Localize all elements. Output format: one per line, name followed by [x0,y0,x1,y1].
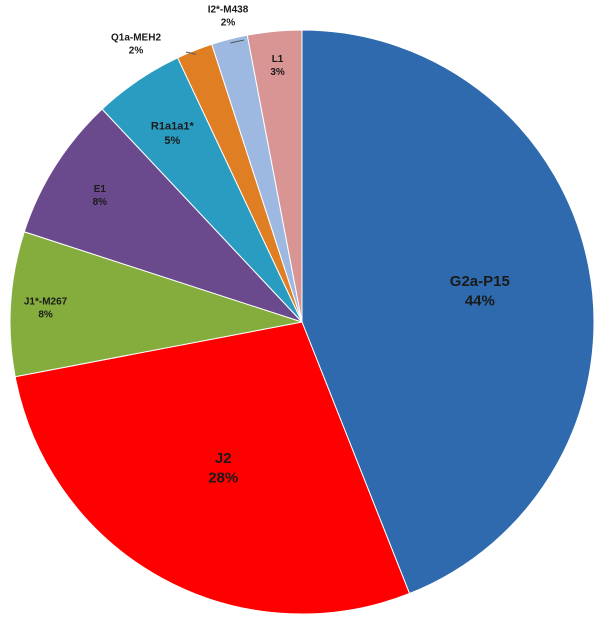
slice-percent: 44% [465,292,495,309]
slice-labels: G2a-P15 44%J2 28%J1*-M267 8%E1 8%R1a1a1* 5%Q1… [24,5,510,487]
slice-name: L1 [272,54,284,65]
leader-line-q1a-meh2 [185,51,197,55]
slice-label-j2: J2 28% [208,450,238,487]
leader-line-i2-m438 [230,39,245,44]
slice-name: G2a-P15 [450,273,510,290]
slice-name: R1a1a1* [151,121,195,133]
slice-percent: 2% [129,46,144,57]
slice-percent: 5% [164,135,180,147]
slice-name: E1 [94,184,107,195]
slice-name: J1*-M267 [24,296,68,307]
slice-name: J2 [215,450,232,467]
slice-label-q1a-meh2: Q1a-MEH2 2% [111,33,161,57]
slice-percent: 2% [221,18,236,29]
slice-percent: 8% [93,197,108,208]
pie-slice-j2 [14,321,411,615]
pie-slice-g2a-p15 [301,29,595,595]
slice-label-i2-m438: I2*-M438 2% [208,5,249,29]
slice-percent: 3% [270,67,285,78]
pie-slice-e1 [23,108,303,323]
slice-name: I2*-M438 [208,5,249,16]
slice-label-j1-m267: J1*-M267 8% [24,296,68,320]
leader-lines [185,39,245,55]
slice-label-e1: E1 8% [93,184,108,208]
slice-name: Q1a-MEH2 [111,33,161,44]
slice-percent: 28% [208,470,238,487]
pie-slice-j1-m267 [9,231,303,378]
slice-label-g2a-p15: G2a-P15 44% [450,273,510,310]
slice-percent: 8% [38,309,53,320]
pie-slices [9,29,595,615]
pie-slice-l1 [246,29,303,323]
slice-label-l1: L1 3% [270,54,285,78]
slice-label-r1a1a1: R1a1a1* 5% [151,121,195,147]
